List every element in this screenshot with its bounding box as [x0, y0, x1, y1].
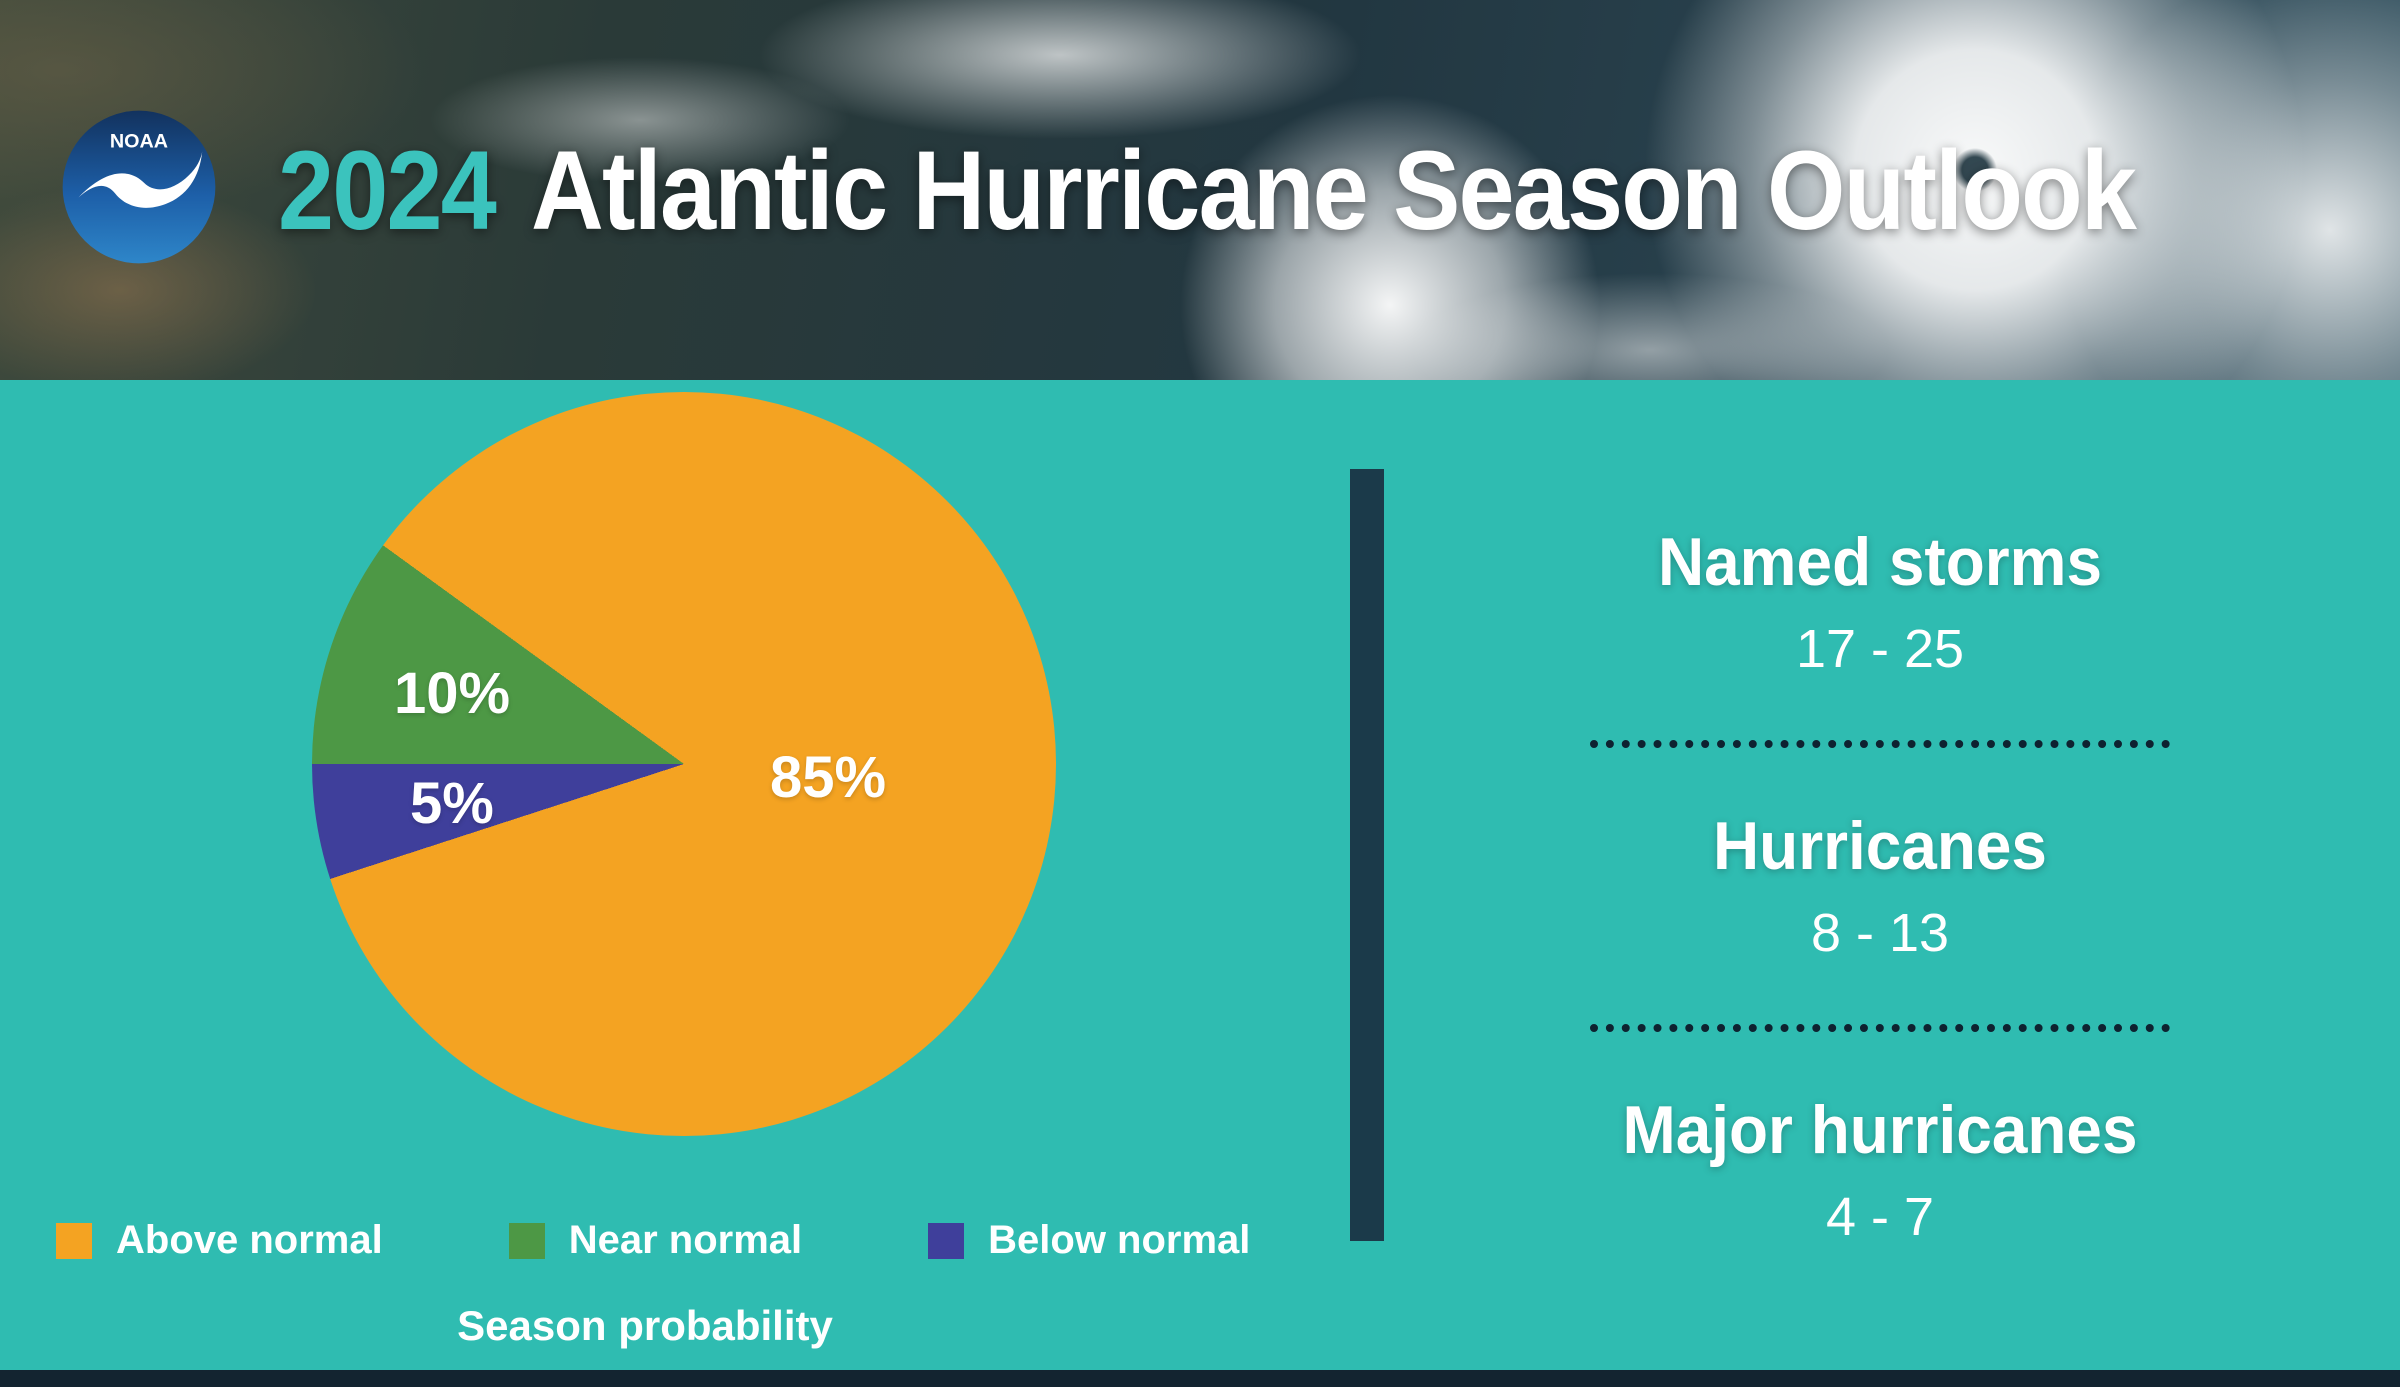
stat-range-hurricanes: 8 - 13 — [1810, 903, 1950, 963]
vertical-divider — [1350, 469, 1384, 1241]
title-text: Atlantic Hurricane Season Outlook — [531, 127, 2137, 253]
pie-slice-label-near-normal: 10% — [394, 661, 511, 726]
stat-label-hurricanes: Hurricanes — [1713, 808, 2047, 884]
dotted-separator — [1590, 740, 2170, 748]
legend-swatch-below-normal — [928, 1222, 965, 1259]
legend-label-near-normal: Near normal — [568, 1218, 803, 1262]
title-year: 2024 — [278, 127, 497, 253]
noaa-logo-icon: NOAA — [62, 110, 216, 264]
noaa-logo: NOAA — [60, 108, 218, 266]
legend-item-near-normal: Near normal — [508, 1218, 803, 1263]
stat-block-major-hurricanes: Major hurricanes 4 - 7 — [1460, 1096, 2300, 1244]
stat-range-named-storms: 17 - 25 — [1795, 619, 1965, 679]
legend-label-below-normal: Below normal — [988, 1218, 1251, 1262]
stat-label-named-storms: Named storms — [1657, 524, 2103, 600]
stat-block-named-storms: Named storms 17 - 25 — [1460, 528, 2300, 676]
pie-chart: 85% 10% 5% — [312, 392, 1056, 1136]
chart-legend: Above normal Near normal Below normal — [56, 1218, 1250, 1263]
pie-slice-label-above-normal: 85% — [770, 745, 887, 810]
header-banner: NOAA 2024 Atlantic Hurricane Season Outl… — [0, 0, 2400, 380]
dotted-separator — [1590, 1024, 2170, 1032]
legend-item-above-normal: Above normal — [56, 1218, 383, 1263]
page-title: 2024 Atlantic Hurricane Season Outlook — [278, 0, 2137, 380]
noaa-logo-text: NOAA — [110, 131, 168, 153]
stat-range-major-hurricanes: 4 - 7 — [1825, 1187, 1935, 1247]
pie-slice-label-below-normal: 5% — [410, 771, 494, 836]
chart-title: Season probability — [457, 1302, 833, 1349]
legend-item-below-normal: Below normal — [928, 1218, 1250, 1263]
legend-label-above-normal: Above normal — [116, 1218, 383, 1262]
legend-swatch-near-normal — [508, 1222, 545, 1259]
stat-label-major-hurricanes: Major hurricanes — [1622, 1092, 2138, 1168]
stats-column: Named storms 17 - 25 Hurricanes 8 - 13 M… — [1460, 528, 2300, 1244]
legend-swatch-above-normal — [56, 1222, 92, 1259]
stat-block-hurricanes: Hurricanes 8 - 13 — [1460, 812, 2300, 960]
footer-bar — [0, 1370, 2400, 1387]
